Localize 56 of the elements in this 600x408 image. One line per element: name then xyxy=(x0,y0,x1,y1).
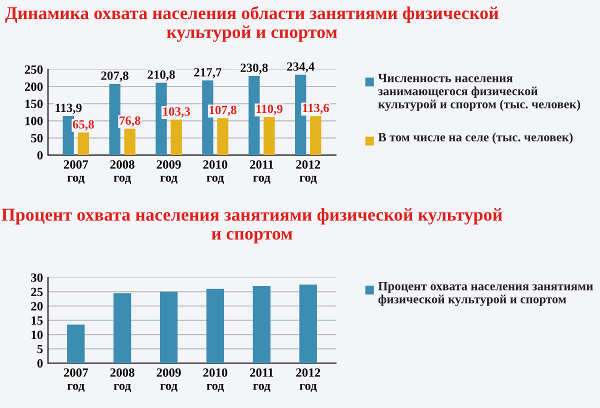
y-tick-label: 100 xyxy=(25,116,43,126)
y-tick-label: 0 xyxy=(37,359,43,368)
y-tick-label: 20 xyxy=(31,302,43,310)
bar xyxy=(62,116,74,156)
x-tick-label: 2007 год xyxy=(64,160,88,184)
y-tick-label: 0 xyxy=(37,151,43,160)
bar xyxy=(67,324,85,364)
data-label: 207,8 xyxy=(101,71,128,82)
data-label: 210,8 xyxy=(148,70,175,81)
bar xyxy=(124,128,136,156)
bar xyxy=(206,288,224,364)
data-label: 103,3 xyxy=(163,107,190,118)
bar xyxy=(310,116,322,156)
data-label: 110,9 xyxy=(256,104,282,115)
legend-label: Численность населения занимающегося физической культурой и спортом (тыс. человек) xyxy=(378,74,580,111)
data-label: 107,8 xyxy=(210,106,236,116)
x-tick-label: 2011 год xyxy=(250,368,274,392)
y-tick-label: 250 xyxy=(24,65,43,74)
chart-title: Процент охвата населения занятиями физической культурой и спортом xyxy=(2,208,502,244)
y-tick-label: 15 xyxy=(32,316,43,325)
x-tick-label: 2010 год xyxy=(203,368,228,392)
y-tick-label: 5 xyxy=(37,344,43,354)
data-label: 113,9 xyxy=(56,104,82,114)
x-tick-label: 2012 год xyxy=(296,368,320,392)
x-tick-label: 2007 год xyxy=(64,368,88,392)
x-tick-label: 2011 год xyxy=(250,160,274,184)
bar xyxy=(78,132,89,156)
y-tick-label: 200 xyxy=(24,82,43,91)
data-label: 230,8 xyxy=(240,64,268,74)
y-tick-label: 30 xyxy=(31,273,43,282)
y-tick-label: 50 xyxy=(31,134,43,142)
bar xyxy=(252,286,271,364)
bar xyxy=(160,292,178,364)
y-tick-label: 150 xyxy=(25,100,43,108)
x-tick-label: 2009 год xyxy=(156,160,181,184)
bar xyxy=(170,120,182,156)
legend-label: Процент охвата населения занятиями физической культурой и спортом xyxy=(378,282,593,306)
x-tick-label: 2010 год xyxy=(203,160,228,184)
data-label: 113,6 xyxy=(302,104,330,114)
x-tick-label: 2008 год xyxy=(110,160,134,184)
bar xyxy=(109,84,120,156)
data-label: 76,8 xyxy=(120,116,140,127)
x-tick-label: 2008 год xyxy=(110,368,134,392)
legend-label: В том числе на селе (тыс. человек) xyxy=(378,132,573,144)
data-label: 234,4 xyxy=(287,62,314,73)
bar xyxy=(264,117,275,156)
x-tick-label: 2009 год xyxy=(156,368,181,392)
y-tick-label: 25 xyxy=(31,288,43,296)
data-label: 65,8 xyxy=(72,120,94,130)
bar xyxy=(299,284,317,364)
chart-title: Динамика охвата населения области занятиями физической культурой и спортом xyxy=(5,6,498,42)
bar xyxy=(217,118,228,156)
y-tick-label: 10 xyxy=(32,330,43,340)
data-label: 217,7 xyxy=(194,68,222,78)
bar xyxy=(113,293,132,364)
x-tick-label: 2012 год xyxy=(296,160,320,184)
